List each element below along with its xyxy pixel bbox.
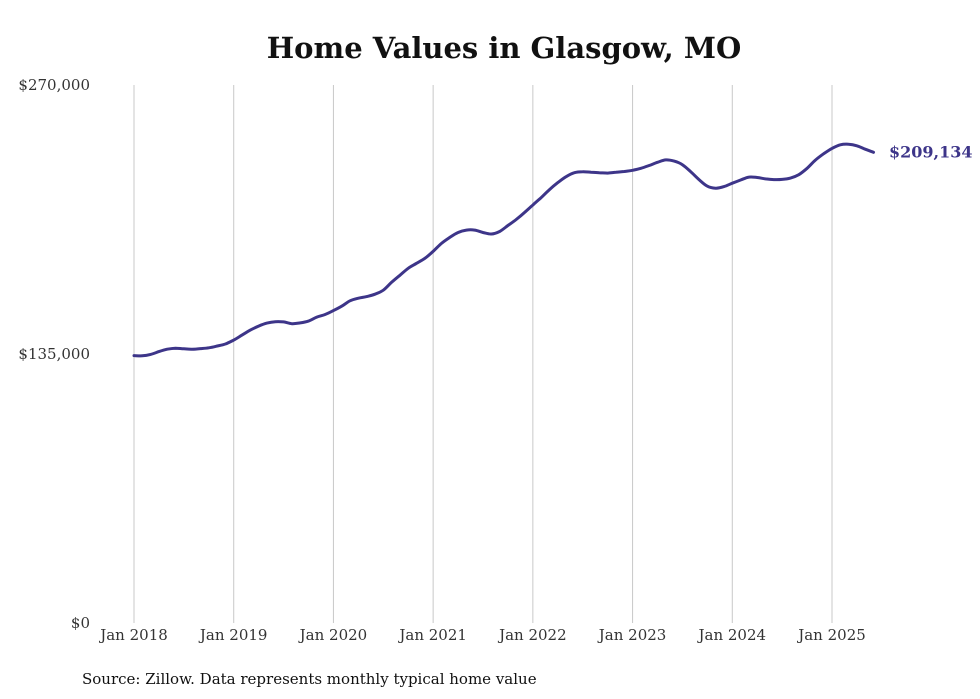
y-axis-ticks: $270,000 $135,000 $0 (18, 76, 90, 632)
x-tick-label: Jan 2020 (298, 626, 368, 644)
x-axis-ticks: Jan 2018 Jan 2019 Jan 2020 Jan 2021 Jan 2022… (98, 626, 866, 644)
series-line (132, 142, 875, 358)
x-tick-label: Jan 2024 (697, 626, 767, 644)
x-tick-label: Jan 2019 (198, 626, 268, 644)
y-tick-label: $0 (71, 614, 90, 632)
y-tick-label: $135,000 (18, 345, 90, 363)
x-tick-label: Jan 2022 (497, 626, 567, 644)
x-tick-label: Jan 2023 (597, 626, 667, 644)
end-value-label: $209,134 (889, 142, 973, 161)
x-tick-label: Jan 2021 (397, 626, 467, 644)
y-tick-label: $270,000 (18, 76, 90, 94)
x-tick-label: Jan 2025 (796, 626, 866, 644)
source-note: Source: Zillow. Data represents monthly … (82, 670, 537, 688)
gridlines (133, 85, 833, 623)
chart-title: Home Values in Glasgow, MO (267, 31, 741, 65)
x-tick-label: Jan 2018 (98, 626, 168, 644)
